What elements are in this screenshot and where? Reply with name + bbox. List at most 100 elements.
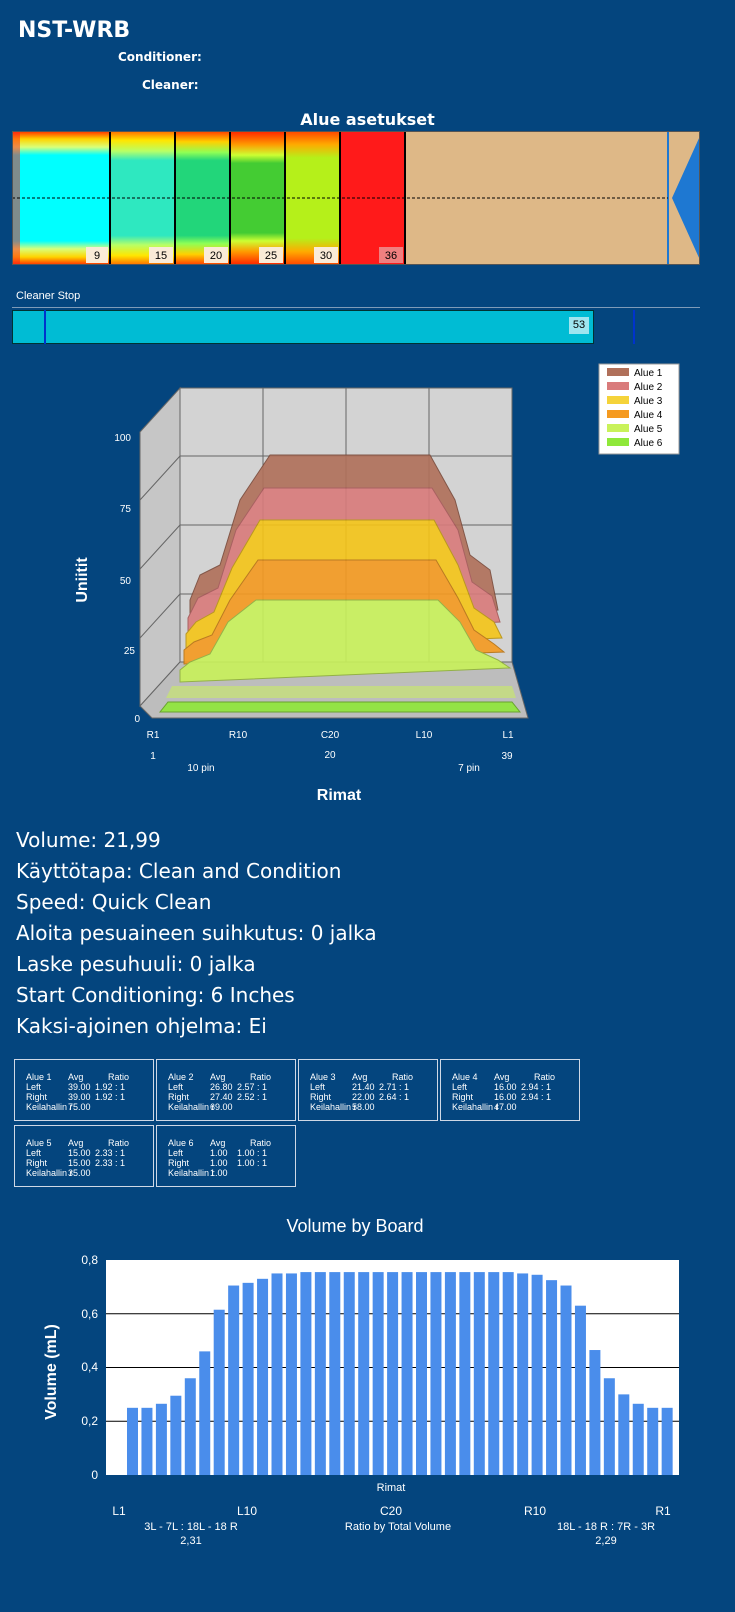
volume-bar bbox=[430, 1272, 442, 1475]
y-tick-label: 0,4 bbox=[81, 1360, 98, 1374]
y-tick-label: 0,6 bbox=[81, 1307, 98, 1321]
volume-bar bbox=[242, 1282, 254, 1475]
zone-summary-box: Alue 5 Avg Ratio Left 15.00 2.33 : 1 Right 15… bbox=[14, 1125, 154, 1187]
volume-bar bbox=[228, 1285, 240, 1475]
cleaner-stop-label: Cleaner Stop bbox=[16, 290, 81, 302]
volume-bar bbox=[184, 1378, 196, 1475]
cleaner-stop-start-marker[interactable] bbox=[44, 310, 46, 344]
volume-bar bbox=[473, 1272, 485, 1475]
x-tick-label: C20 bbox=[380, 1504, 402, 1518]
volume-bar bbox=[199, 1351, 211, 1475]
zone-summary-box: Alue 6 Avg Ratio Left 1.00 1.00 : 1 Right 1.0… bbox=[156, 1125, 296, 1187]
right-ratio-value: 2,29 bbox=[595, 1535, 616, 1547]
page-title: NST-WRB bbox=[18, 18, 131, 43]
volume-bar bbox=[213, 1309, 225, 1475]
y-axis-title: Uniitit bbox=[74, 557, 91, 603]
chart-title: Volume by Board bbox=[286, 1216, 423, 1236]
pin-label: 10 pin bbox=[187, 763, 214, 774]
x-tick-label: L1 bbox=[502, 730, 514, 741]
volume-bar bbox=[314, 1272, 326, 1475]
zone-boundary-label: 36 bbox=[385, 250, 397, 262]
info-lower: Laske pesuhuuli: 0 jalka bbox=[16, 952, 256, 976]
volume-by-board-chart: Volume by Board 0,8 0,6 0,4 0,2 0 Volume… bbox=[43, 1216, 679, 1547]
zone-strip[interactable]: 9 15 20 25 30 36 bbox=[12, 131, 700, 265]
zone-1-fill bbox=[12, 131, 110, 265]
cleaner-stop-end-marker[interactable] bbox=[633, 310, 635, 344]
x-axis-title: Rimat bbox=[317, 787, 362, 804]
zone-boundary-label: 20 bbox=[210, 250, 222, 262]
left-ratio-label: 3L - 7L : 18L - 18 R bbox=[144, 1521, 238, 1533]
info-dual: Kaksi-ajoinen ohjelma: Ei bbox=[16, 1014, 267, 1038]
legend-item: Alue 1 bbox=[634, 368, 663, 379]
legend-item: Alue 3 bbox=[634, 396, 663, 407]
zone-boundary-label: 25 bbox=[265, 250, 277, 262]
x-tick-label: R1 bbox=[147, 730, 160, 741]
cleaner-stop-track[interactable]: 53 bbox=[12, 307, 700, 344]
volume-bar bbox=[300, 1272, 312, 1475]
y-tick-label: 0 bbox=[134, 714, 140, 725]
ratio-title: Ratio by Total Volume bbox=[345, 1521, 451, 1533]
pin-deck-shape bbox=[672, 136, 700, 260]
area-alue-5 bbox=[179, 599, 512, 683]
legend-item: Alue 6 bbox=[634, 438, 663, 449]
zone-summary-box: Alue 1 Avg Ratio Left 39.00 1.92 : 1 Right 39… bbox=[14, 1059, 154, 1121]
volume-bar bbox=[329, 1272, 341, 1475]
volume-bar bbox=[372, 1272, 384, 1475]
volume-bar bbox=[589, 1350, 601, 1475]
y-tick-label: 0,2 bbox=[81, 1414, 98, 1428]
volume-bar bbox=[531, 1274, 543, 1475]
legend-item: Alue 5 bbox=[634, 424, 663, 435]
volume-bar bbox=[416, 1272, 427, 1475]
y-tick-label: 0 bbox=[91, 1468, 98, 1482]
zone-summary-box: Alue 2 Avg Ratio Left 26.80 2.57 : 1 Right 27… bbox=[156, 1059, 296, 1121]
cleaner-label: Cleaner: bbox=[142, 78, 199, 92]
volume-bar bbox=[141, 1407, 153, 1475]
y-tick-label: 25 bbox=[124, 646, 136, 657]
cleaner-stop-value: 53 bbox=[569, 317, 589, 334]
x-tick-label: L1 bbox=[112, 1504, 126, 1518]
y-tick-label: 0,8 bbox=[81, 1253, 98, 1267]
volume-bar bbox=[488, 1272, 500, 1475]
y-tick-label: 50 bbox=[120, 576, 132, 587]
x-tick-label: R10 bbox=[229, 730, 248, 741]
volume-bar bbox=[155, 1403, 167, 1475]
volume-bar bbox=[632, 1403, 644, 1475]
volume-bar bbox=[358, 1272, 370, 1475]
y-axis-title: Volume (mL) bbox=[43, 1324, 60, 1420]
volume-bar bbox=[546, 1280, 558, 1475]
volume-bar bbox=[647, 1407, 659, 1475]
volume-bar bbox=[271, 1273, 283, 1475]
zone-boundary-label: 30 bbox=[320, 250, 332, 262]
volume-bar bbox=[285, 1273, 297, 1475]
area-alue-6 bbox=[158, 701, 522, 713]
zone-summary-box: Alue 4 Avg Ratio Left 16.00 2.94 : 1 Right 16… bbox=[440, 1059, 580, 1121]
info-mode: Käyttötapa: Clean and Condition bbox=[16, 859, 342, 883]
right-ratio-label: 18L - 18 R : 7R - 3R bbox=[557, 1521, 655, 1533]
legend: Alue 1 Alue 2 Alue 3 Alue 4 Alue 5 Alue … bbox=[598, 363, 680, 455]
volume-bar bbox=[517, 1273, 529, 1475]
volume-bar bbox=[343, 1272, 355, 1475]
x-tick-label: R10 bbox=[524, 1504, 546, 1518]
zone-summary-box: Alue 3 Avg Ratio Left 21.40 2.71 : 1 Right 22… bbox=[298, 1059, 438, 1121]
legend-item: Alue 2 bbox=[634, 382, 663, 393]
volume-bar bbox=[618, 1394, 630, 1475]
oil-pattern-3d-chart: 100 75 50 25 0 R1 R10 C20 L10 L1 1 20 39… bbox=[74, 363, 680, 804]
volume-bar bbox=[444, 1272, 456, 1475]
zone-boundary-label: 9 bbox=[94, 250, 100, 262]
x-tick-label: L10 bbox=[237, 1504, 257, 1518]
volume-bar bbox=[127, 1407, 138, 1475]
zone-boundary-label: 15 bbox=[155, 250, 167, 262]
cleaner-stop-bar bbox=[12, 310, 594, 344]
y-tick-label: 75 bbox=[120, 504, 132, 515]
volume-bar bbox=[387, 1272, 399, 1475]
y-tick-label: 100 bbox=[114, 433, 131, 444]
volume-bar bbox=[257, 1278, 269, 1475]
info-speed: Speed: Quick Clean bbox=[16, 890, 212, 914]
conditioner-label: Conditioner: bbox=[118, 50, 202, 64]
info-start: Start Conditioning: 6 Inches bbox=[16, 983, 295, 1007]
x-board-number: 1 bbox=[150, 751, 156, 762]
info-spray: Aloita pesuaineen suihkutus: 0 jalka bbox=[16, 921, 377, 945]
volume-bar bbox=[560, 1285, 572, 1475]
x-tick-label: C20 bbox=[321, 730, 340, 741]
pin-label: 7 pin bbox=[458, 763, 480, 774]
